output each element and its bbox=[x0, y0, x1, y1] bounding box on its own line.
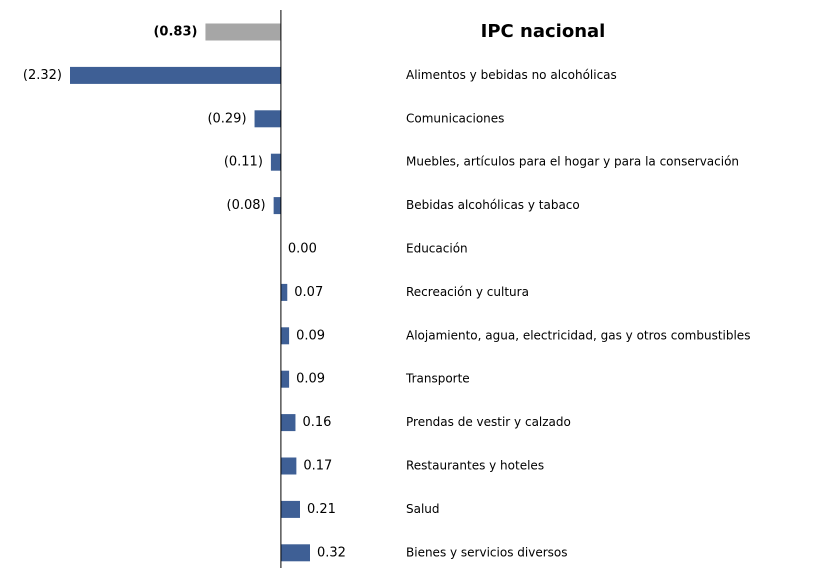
category-label: Transporte bbox=[405, 372, 470, 386]
bar bbox=[70, 66, 281, 84]
bar bbox=[254, 110, 281, 128]
value-label: 0.09 bbox=[296, 328, 325, 343]
bar bbox=[205, 23, 281, 41]
bar bbox=[280, 500, 300, 518]
value-label: 0.32 bbox=[317, 545, 346, 560]
bar bbox=[280, 370, 290, 388]
value-label: 0.21 bbox=[307, 502, 336, 517]
bar bbox=[273, 197, 281, 215]
bar bbox=[280, 414, 296, 432]
bar bbox=[280, 457, 297, 475]
category-label: Muebles, artículos para el hogar y para … bbox=[406, 155, 739, 169]
value-label: 0.07 bbox=[294, 285, 323, 300]
bar bbox=[280, 283, 288, 301]
category-label: Alojamiento, agua, electricidad, gas y o… bbox=[406, 328, 750, 342]
category-label: Bienes y servicios diversos bbox=[406, 545, 567, 559]
bar bbox=[280, 327, 290, 345]
value-label: 0.17 bbox=[303, 459, 332, 474]
value-label: 0.00 bbox=[288, 242, 317, 257]
value-label: 0.16 bbox=[302, 415, 331, 430]
value-label: (2.32) bbox=[23, 68, 62, 83]
value-label: (0.08) bbox=[227, 198, 266, 213]
category-label: Restaurantes y hoteles bbox=[406, 459, 544, 473]
value-label: (0.11) bbox=[224, 155, 263, 170]
category-label: Educación bbox=[406, 242, 468, 256]
category-label: Comunicaciones bbox=[406, 111, 504, 125]
category-label: Salud bbox=[406, 502, 440, 516]
value-label: (0.29) bbox=[207, 111, 246, 126]
category-label: Prendas de vestir y calzado bbox=[406, 415, 571, 429]
category-label: IPC nacional bbox=[481, 21, 606, 42]
category-label: Recreación y cultura bbox=[406, 285, 529, 299]
category-label: Alimentos y bebidas no alcohólicas bbox=[406, 68, 617, 82]
value-label: (0.83) bbox=[153, 25, 197, 40]
category-label: Bebidas alcohólicas y tabaco bbox=[406, 198, 580, 212]
value-label: 0.09 bbox=[296, 372, 325, 387]
bar bbox=[280, 544, 310, 562]
bar bbox=[270, 153, 281, 171]
